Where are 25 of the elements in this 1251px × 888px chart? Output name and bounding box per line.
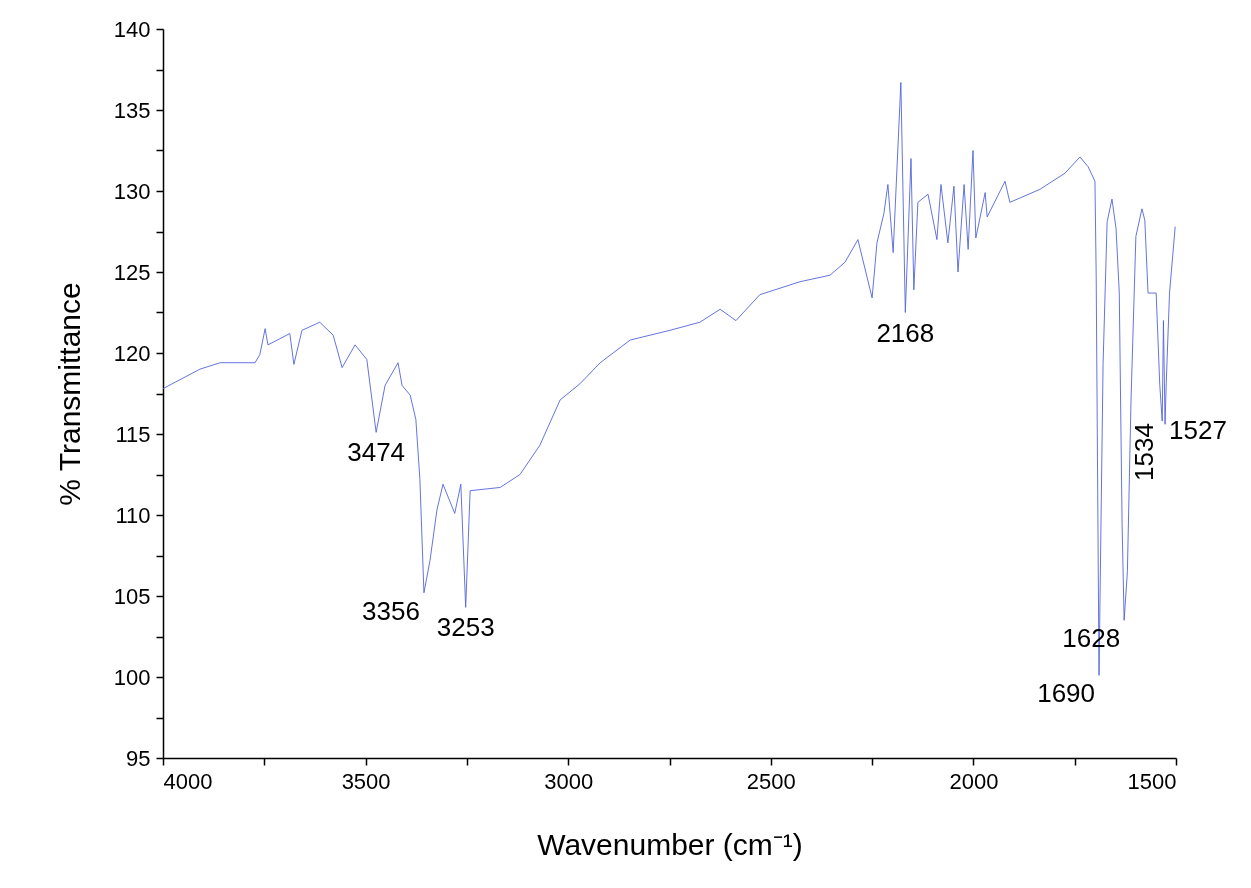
annotation: 1534 bbox=[1129, 423, 1160, 481]
x-tick-label: 4000 bbox=[163, 768, 213, 794]
annotation: 3253 bbox=[436, 612, 495, 643]
annotation: 2168 bbox=[876, 317, 935, 348]
y-tick-label: 110 bbox=[115, 502, 151, 528]
x-axis-title: Wavenumber (cm⁻¹) bbox=[537, 827, 803, 861]
x-tick-label: 3500 bbox=[341, 768, 391, 794]
x-tick-label: 1500 bbox=[1127, 768, 1177, 794]
annotation: 3356 bbox=[362, 595, 420, 626]
y-tick-label: 135 bbox=[113, 97, 151, 123]
y-tick-label: 125 bbox=[113, 259, 151, 285]
y-axis-title: % Transmittance bbox=[52, 282, 86, 506]
y-tick-label: 140 bbox=[113, 16, 151, 42]
x-tick-label: 3000 bbox=[544, 768, 594, 794]
y-tick-label: 100 bbox=[113, 664, 151, 690]
x-tick-label: 2000 bbox=[949, 768, 999, 794]
y-tick-label: 115 bbox=[115, 421, 151, 447]
annotation: 1527 bbox=[1169, 415, 1227, 446]
y-tick-label: 105 bbox=[113, 583, 151, 609]
y-tick-label: 130 bbox=[113, 178, 151, 204]
x-tick-label: 2500 bbox=[746, 768, 796, 794]
annotation: 3474 bbox=[347, 437, 406, 468]
y-tick-label: 120 bbox=[113, 340, 151, 366]
y-tick-label: 95 bbox=[126, 745, 151, 771]
annotation: 1690 bbox=[1037, 678, 1096, 709]
